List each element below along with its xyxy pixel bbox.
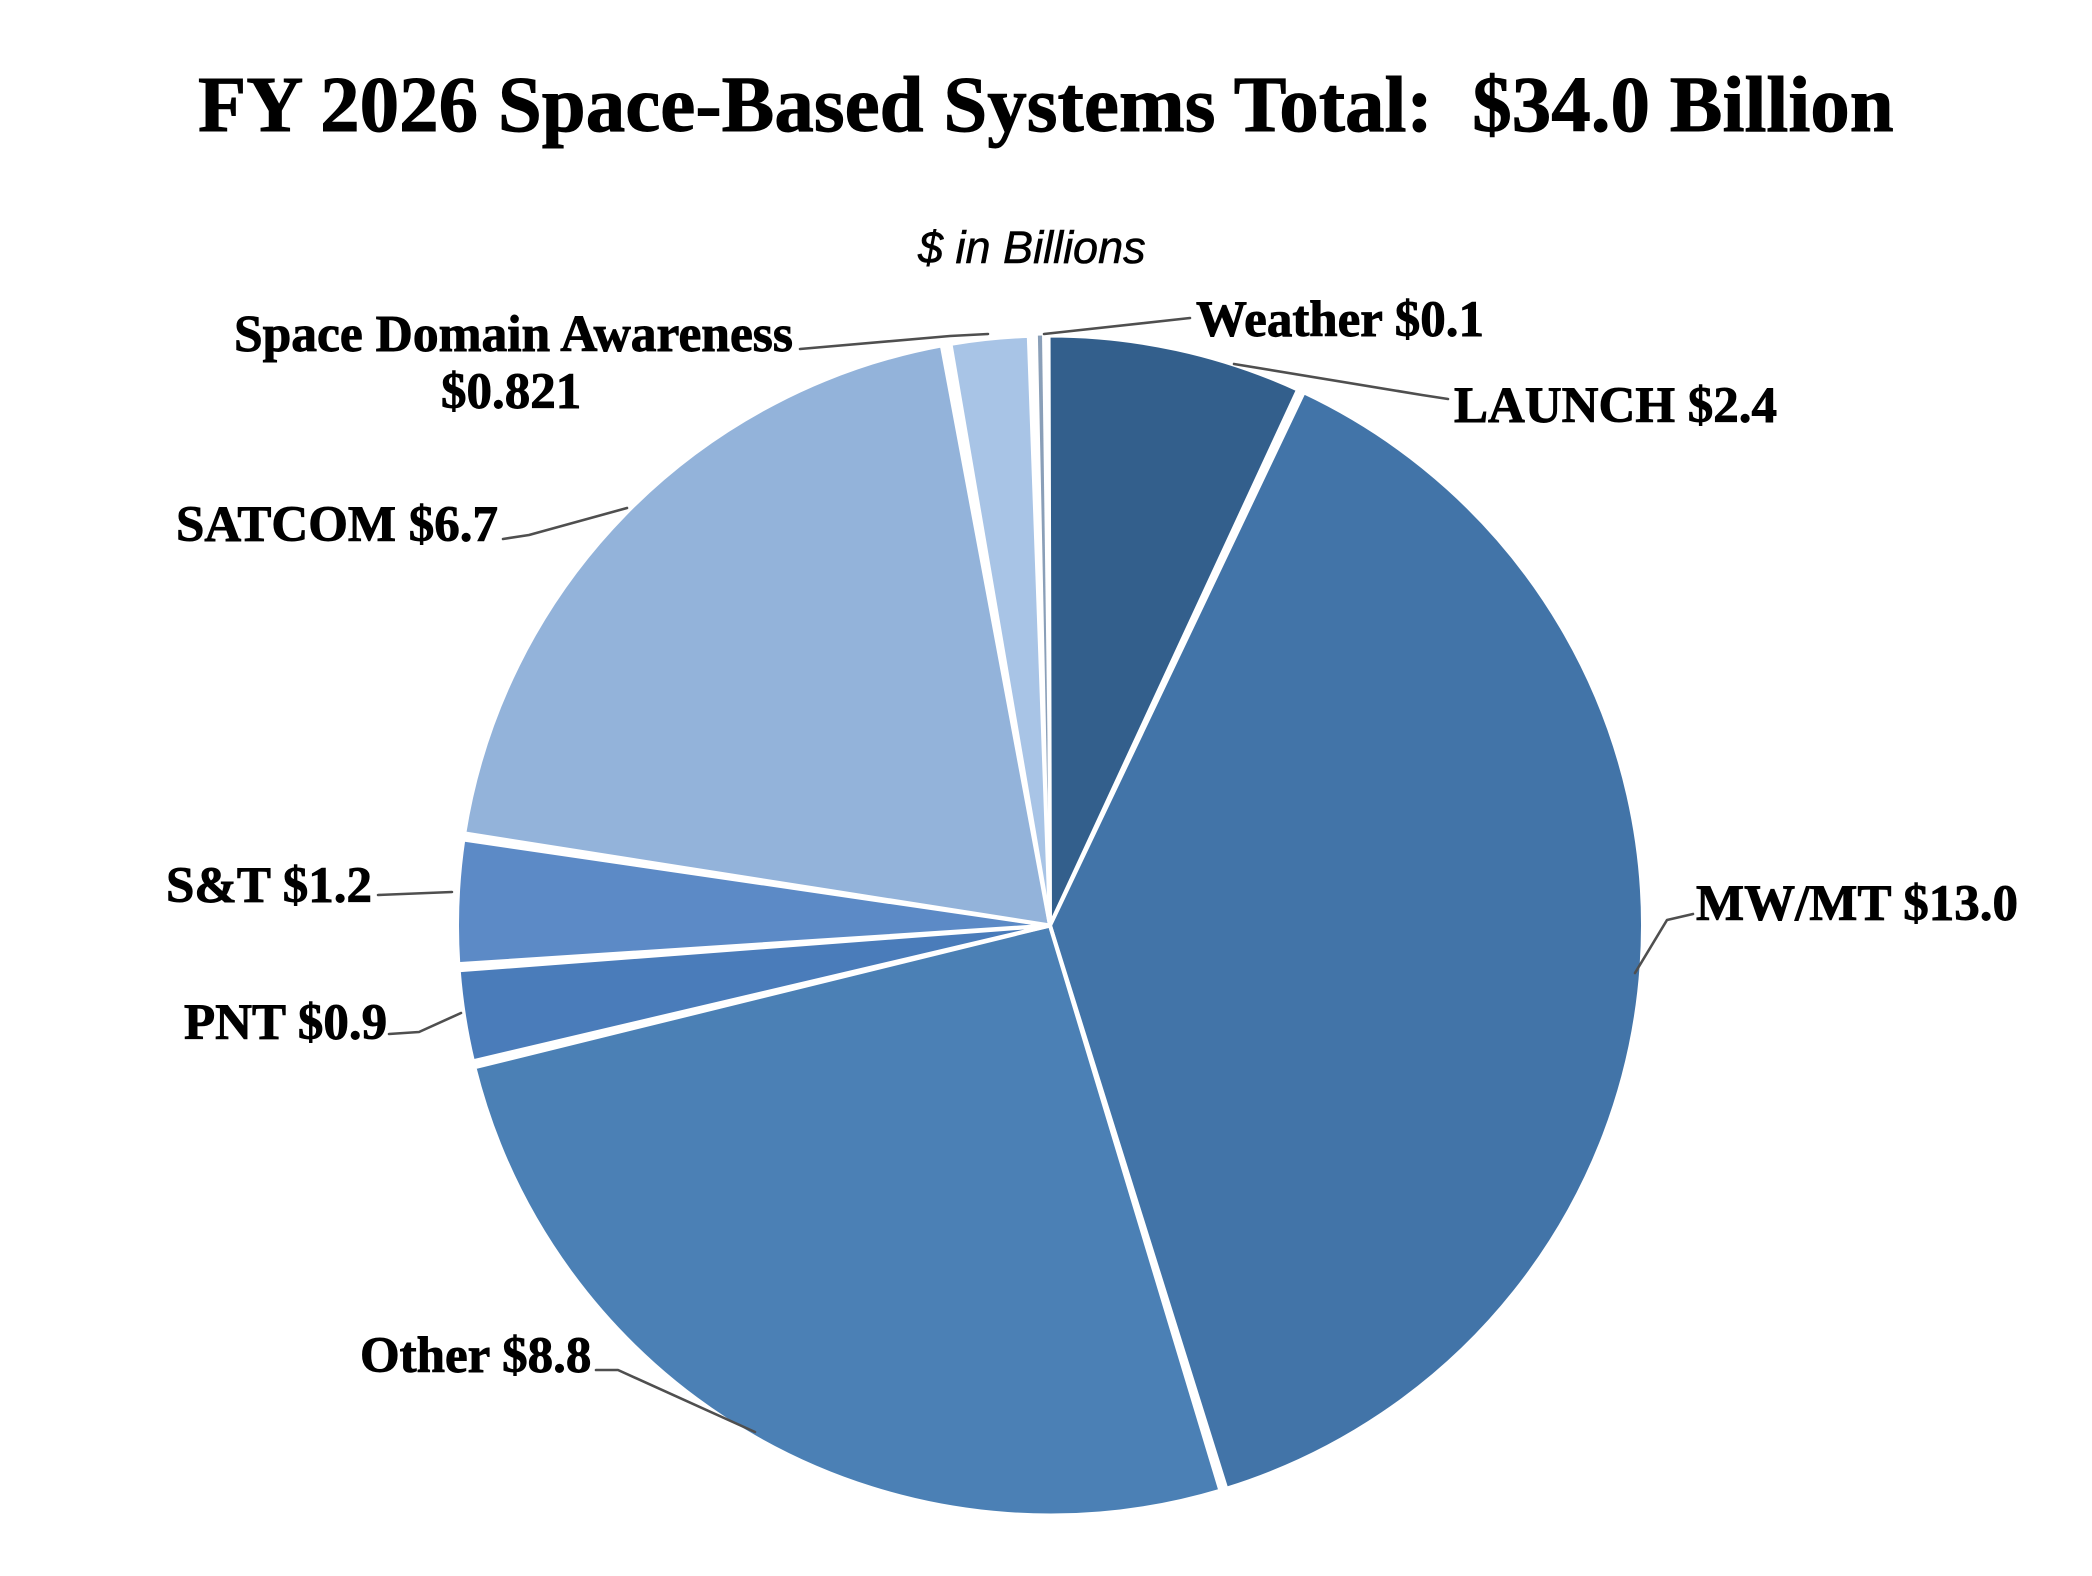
- svg-text:$ in Billions: $ in Billions: [917, 222, 1146, 273]
- svg-text:FY 2026 Space-Based Systems To: FY 2026 Space-Based Systems Total: $34.0…: [198, 62, 1894, 149]
- svg-text:Space Domain Awareness: Space Domain Awareness: [234, 306, 793, 363]
- svg-text:LAUNCH $2.4: LAUNCH $2.4: [1454, 378, 1777, 434]
- svg-text:MW/MT $13.0: MW/MT $13.0: [1696, 876, 2018, 932]
- svg-text:Weather $0.1: Weather $0.1: [1196, 292, 1484, 348]
- svg-text:PNT $0.9: PNT $0.9: [184, 995, 387, 1051]
- svg-text:SATCOM $6.7: SATCOM $6.7: [176, 497, 498, 553]
- svg-text:Other $8.8: Other $8.8: [360, 1328, 591, 1384]
- svg-text:S&T $1.2: S&T $1.2: [166, 858, 372, 914]
- svg-text:$0.821: $0.821: [441, 364, 581, 420]
